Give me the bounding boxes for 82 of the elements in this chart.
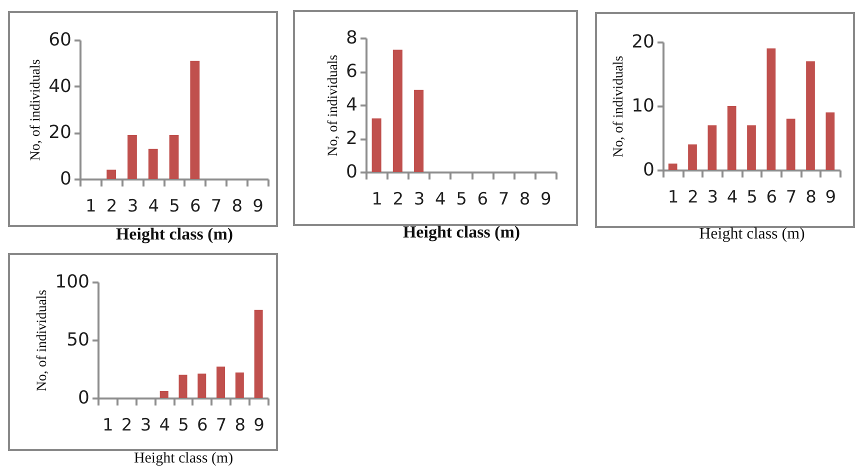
x-axis-title: Height class (m) xyxy=(402,222,520,242)
x-tick-label: 3 xyxy=(127,196,138,216)
x-tick-label: 2 xyxy=(121,416,132,436)
x-tick-label: 7 xyxy=(786,188,797,208)
bar xyxy=(148,148,158,179)
x-tick-label: 8 xyxy=(234,416,246,436)
y-tick-label: 0 xyxy=(643,160,654,180)
x-tick-label: 7 xyxy=(216,416,227,436)
y-axis-title: No, of individuals xyxy=(28,59,44,161)
bar xyxy=(178,374,188,398)
bar xyxy=(747,125,756,170)
bar xyxy=(727,106,736,170)
x-tick-label: 3 xyxy=(707,188,718,208)
bar xyxy=(688,144,697,170)
bar xyxy=(766,48,776,170)
y-axis-title: No, of individuals xyxy=(326,54,342,156)
y-tick-label: 6 xyxy=(346,61,358,82)
x-tick-label: 6 xyxy=(190,196,201,216)
x-tick-label: 1 xyxy=(86,196,96,216)
x-tick-label: 6 xyxy=(196,416,208,436)
x-tick-label: 5 xyxy=(456,190,467,210)
bar xyxy=(414,90,424,172)
x-tick-label: 9 xyxy=(825,188,836,208)
y-tick-label: 0 xyxy=(60,168,72,190)
y-tick-label: 0 xyxy=(346,162,358,182)
x-tick-label: 4 xyxy=(434,190,446,210)
y-tick-label: 8 xyxy=(346,28,358,48)
bar xyxy=(190,60,200,179)
x-tick-label: 8 xyxy=(519,190,530,210)
bar xyxy=(198,374,206,398)
y-axis-title: No, of individuals xyxy=(35,290,50,392)
y-tick-label: 2 xyxy=(346,128,358,149)
bar xyxy=(668,164,678,170)
bar xyxy=(806,61,815,170)
x-tick-label: 4 xyxy=(159,416,170,436)
y-tick-label: 10 xyxy=(632,96,654,116)
y-tick-label: 20 xyxy=(632,32,654,52)
x-tick-label: 5 xyxy=(746,188,758,208)
bar xyxy=(372,118,382,172)
bar xyxy=(160,391,168,398)
x-tick-label: 9 xyxy=(254,416,264,436)
y-axis-title: No, of individuals xyxy=(612,56,627,158)
y-tick-label: 0 xyxy=(78,388,90,408)
x-tick-label: 9 xyxy=(252,196,264,216)
bar xyxy=(708,125,717,170)
x-axis-title: Height class (m) xyxy=(134,450,234,466)
x-tick-label: 2 xyxy=(106,196,118,216)
y-tick-label: 4 xyxy=(346,94,358,116)
bar xyxy=(826,112,835,170)
bar xyxy=(786,118,796,170)
x-tick-label: 1 xyxy=(668,188,679,208)
bar xyxy=(106,170,116,179)
bar xyxy=(128,134,137,179)
x-tick-label: 6 xyxy=(766,188,778,208)
x-tick-label: 4 xyxy=(726,188,738,208)
y-tick-label: 60 xyxy=(48,30,72,50)
x-tick-label: 2 xyxy=(688,188,698,208)
x-tick-label: 5 xyxy=(169,196,180,216)
x-tick-label: 4 xyxy=(148,196,160,216)
bar xyxy=(216,366,226,398)
x-tick-label: 3 xyxy=(140,416,152,436)
bar xyxy=(254,310,263,398)
y-tick-label: 50 xyxy=(66,330,90,350)
y-tick-label: 40 xyxy=(48,76,72,97)
bar xyxy=(392,50,402,172)
x-tick-label: 5 xyxy=(178,416,189,436)
x-tick-label: 7 xyxy=(210,196,222,216)
x-tick-label: 8 xyxy=(806,188,816,208)
x-axis-title: Height class (m) xyxy=(116,224,234,244)
x-tick-label: 6 xyxy=(477,190,488,210)
y-tick-label: 20 xyxy=(48,122,72,144)
x-tick-label: 2 xyxy=(392,190,404,210)
x-tick-label: 1 xyxy=(102,416,114,436)
x-tick-label: 7 xyxy=(498,190,510,210)
bar xyxy=(235,372,244,398)
y-tick-label: 100 xyxy=(55,272,90,292)
x-axis-title: Height class (m) xyxy=(699,226,805,242)
x-tick-label: 3 xyxy=(414,190,425,210)
x-tick-label: 1 xyxy=(372,190,382,210)
x-tick-label: 8 xyxy=(232,196,243,216)
x-tick-label: 9 xyxy=(540,190,552,210)
bar xyxy=(169,134,179,179)
